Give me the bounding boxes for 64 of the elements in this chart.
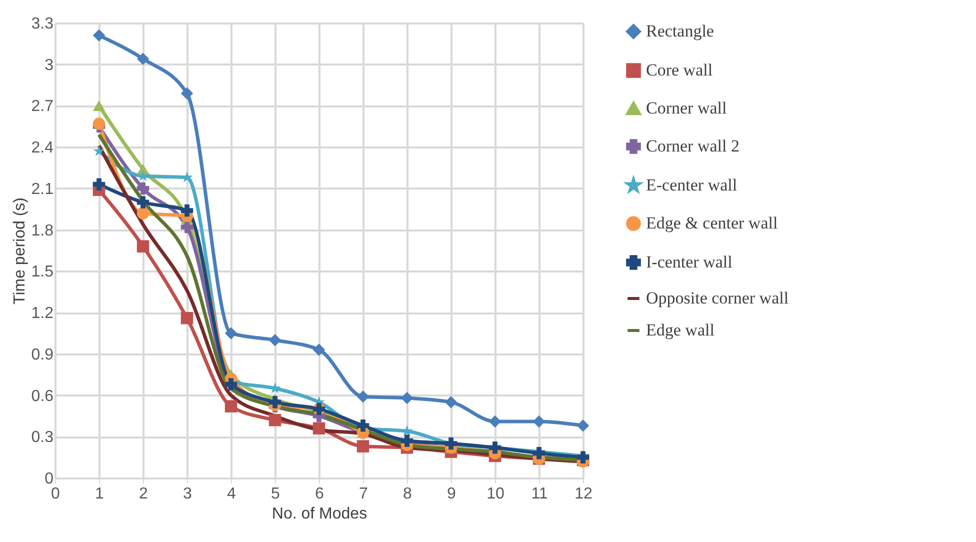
point: [136, 207, 150, 220]
x-tick-label: 12: [574, 486, 592, 502]
x-tick-label: 3: [183, 486, 192, 502]
point: [92, 29, 106, 42]
point: [92, 178, 106, 190]
x-tick-label: 8: [403, 486, 412, 502]
y-tick-label: 1.2: [31, 305, 54, 322]
legend-label: I-center wall: [646, 252, 733, 272]
y-tick-label: 3.3: [31, 16, 54, 32]
point: [180, 220, 194, 234]
y-tick-label: 0.9: [31, 346, 54, 364]
y-tick-label: 2.4: [31, 140, 54, 157]
point: [180, 87, 194, 100]
x-tick-label: 10: [486, 486, 504, 502]
point: [312, 344, 326, 356]
point: [268, 396, 282, 408]
point: [136, 52, 150, 65]
legend-label: Rectangle: [646, 22, 714, 40]
x-tick-label: 2: [139, 486, 148, 502]
x-tick-label: 6: [315, 486, 324, 502]
y-axis-title: Time period (s): [11, 198, 28, 304]
legend-label: Edge & center wall: [646, 214, 778, 232]
x-axis-title: No. of Modes: [272, 506, 368, 522]
y-tick-label: 0.3: [31, 429, 54, 446]
point: [92, 100, 106, 112]
point: [136, 196, 150, 208]
y-tick-label: 3: [44, 56, 54, 74]
y-tick-label: 1.5: [31, 264, 54, 281]
point: [312, 422, 326, 434]
point: [356, 440, 370, 452]
point: [224, 327, 238, 340]
point: [356, 419, 370, 432]
point: [532, 447, 546, 460]
y-tick-label: 0: [44, 470, 54, 488]
point: [180, 312, 194, 324]
point: [136, 240, 150, 252]
x-tick-label: 7: [359, 486, 368, 502]
x-tick-label: 5: [271, 486, 280, 502]
y-tick-label: 2.7: [31, 98, 54, 116]
y-tick-label: 2.1: [31, 180, 54, 198]
point: [92, 118, 106, 130]
legend-label: E-center wall: [646, 176, 738, 194]
legend-label: Opposite corner wall: [646, 288, 789, 308]
point: [136, 182, 150, 195]
legend-label: Core wall: [646, 60, 713, 80]
x-tick-label: 11: [531, 486, 548, 502]
x-tick-label: 4: [227, 486, 236, 502]
legend-label: Corner wall 2: [646, 136, 740, 156]
point: [224, 400, 238, 412]
legend-label: Edge wall: [646, 320, 715, 340]
point: [268, 334, 282, 346]
x-tick-label: 9: [447, 486, 456, 502]
x-tick-label: 1: [95, 486, 104, 502]
y-tick-label: 1.8: [31, 222, 54, 240]
point: [356, 390, 370, 403]
point: [444, 396, 458, 408]
point: [180, 204, 194, 217]
point: [400, 434, 414, 447]
y-tick-label: 0.6: [31, 388, 54, 405]
legend-label: Corner wall: [646, 98, 727, 118]
point: [576, 419, 590, 432]
point: [93, 145, 105, 156]
point: [137, 170, 149, 182]
point: [268, 414, 282, 426]
